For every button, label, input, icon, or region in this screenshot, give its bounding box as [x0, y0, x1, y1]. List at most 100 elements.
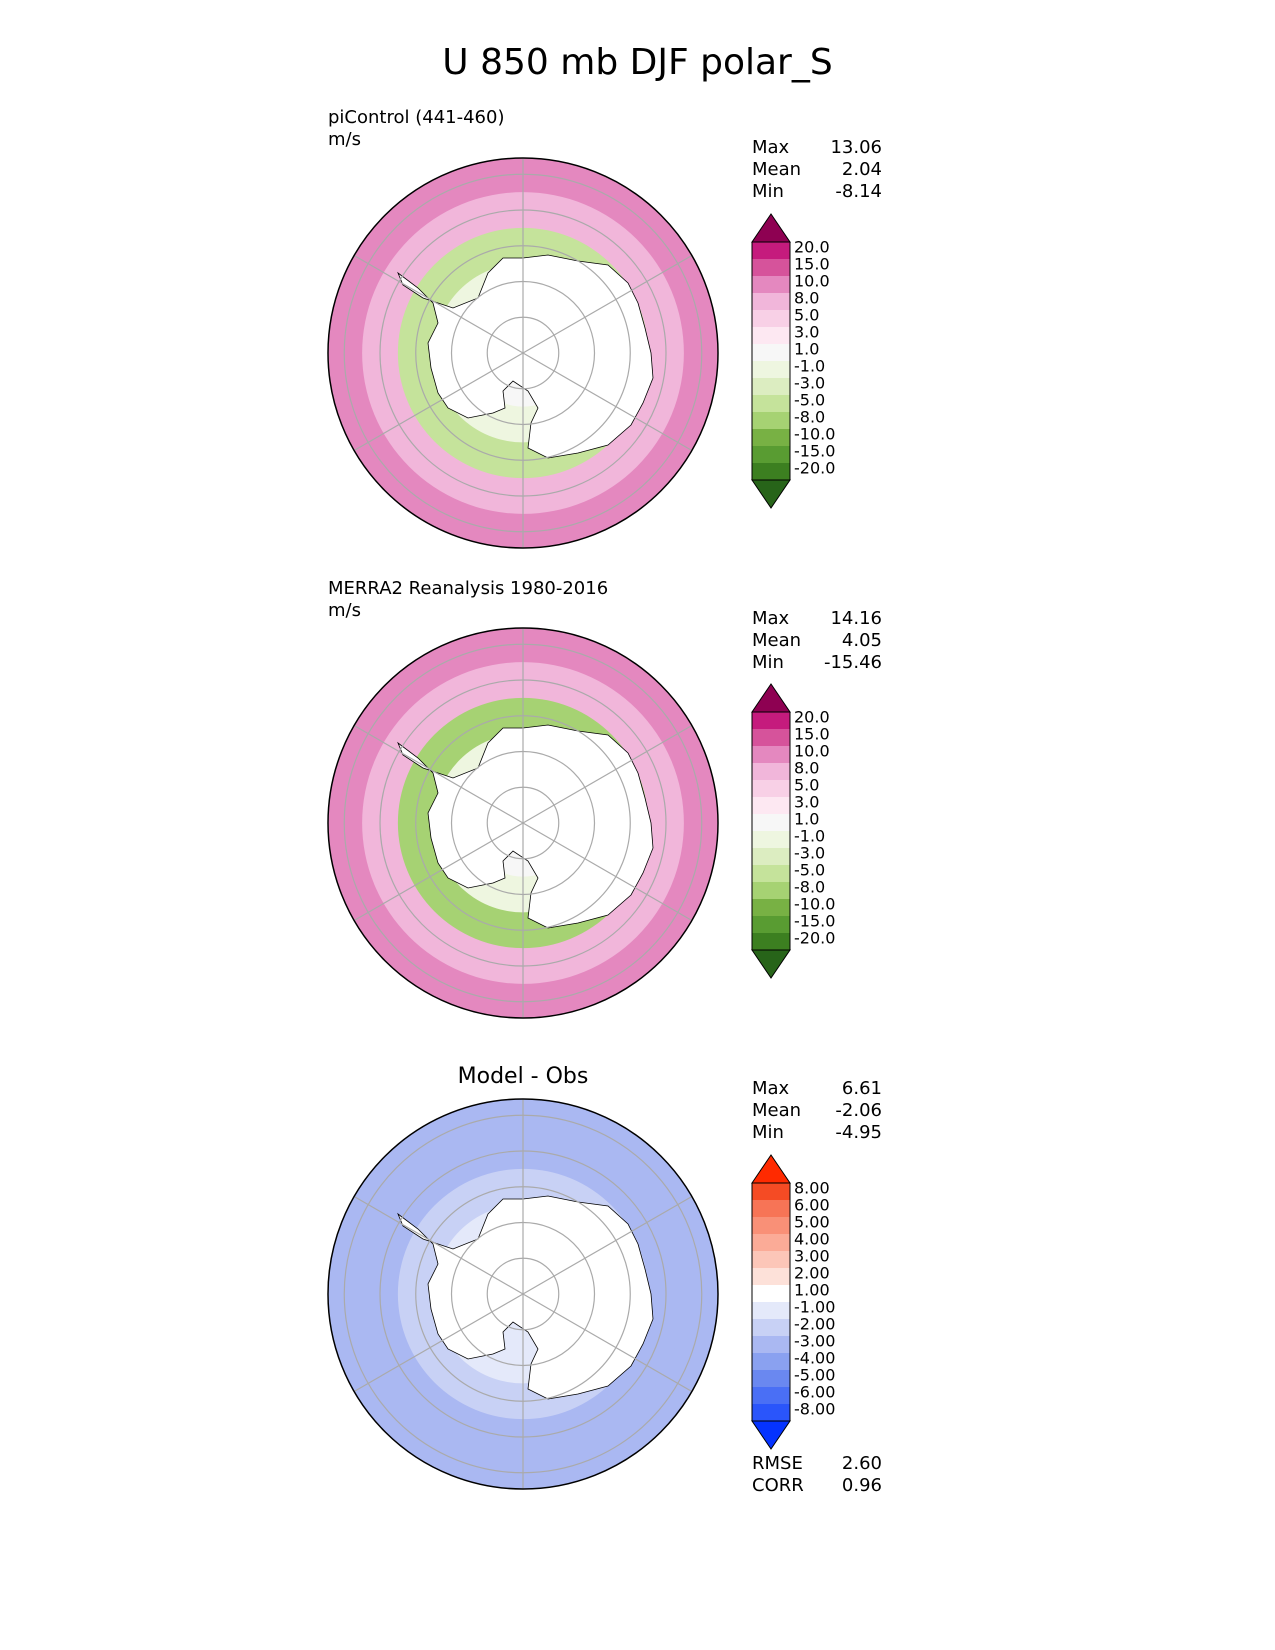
- stat-value: -4.95: [835, 1122, 882, 1143]
- colorbar-tick-label: -1.00: [794, 1298, 835, 1317]
- colorbar-segment: [752, 1370, 790, 1387]
- colorbar-extend-min: [751, 1420, 791, 1450]
- colorbar-tick-label: -15.0: [794, 442, 835, 461]
- colorbar-tick-label: 1.0: [794, 810, 819, 829]
- colorbar-extend-min: [751, 479, 791, 509]
- panel-1-header: piControl (441-460) m/s: [328, 107, 504, 151]
- stat-value: 2.04: [841, 159, 882, 180]
- colorbar-segment: [752, 848, 790, 865]
- metric-label: CORR: [752, 1475, 804, 1496]
- colorbar-tick-label: 6.00: [794, 1196, 830, 1215]
- map-panel-2: [327, 627, 719, 1019]
- metric-label: RMSE: [752, 1453, 803, 1474]
- meridian-line: [345, 1191, 524, 1295]
- colorbar-segment: [752, 1336, 790, 1353]
- colorbar-tick-label: 8.00: [794, 1179, 830, 1198]
- colorbar-tick-label: 3.0: [794, 323, 819, 342]
- colorbar-segment: [752, 780, 790, 797]
- colorbar-tick-label: -10.0: [794, 895, 835, 914]
- colorbar-tick-label: 8.0: [794, 759, 819, 778]
- panel-2-units: m/s: [328, 600, 361, 621]
- colorbar-tick-label: -20.0: [794, 929, 835, 948]
- stat-label: Min: [752, 1122, 784, 1143]
- panel-3-stats: Max 6.61 Mean -2.06 Min -4.95: [752, 1078, 882, 1144]
- meridian-line: [345, 352, 524, 456]
- colorbar-tick-label: 10.0: [794, 272, 830, 291]
- colorbar-segment: [752, 1251, 790, 1268]
- colorbar-segment: [752, 293, 790, 310]
- colorbar-segment: [752, 446, 790, 463]
- colorbar-frame: [751, 241, 791, 481]
- colorbar-segment: [752, 327, 790, 344]
- stat-label: Min: [752, 181, 784, 202]
- colorbar-segment: [752, 463, 790, 480]
- meridian-line: [522, 1293, 701, 1397]
- colorbar-tick-label: -15.0: [794, 912, 835, 931]
- colorbar-tick-label: 5.00: [794, 1213, 830, 1232]
- colorbar-segment: [752, 1302, 790, 1319]
- colorbar-segment: [752, 899, 790, 916]
- colorbar-tick-label: 15.0: [794, 255, 830, 274]
- metric-value: 2.60: [841, 1453, 882, 1474]
- panel-1-subtitle: piControl (441-460): [328, 107, 505, 128]
- colorbar-tick-label: -1.0: [794, 827, 825, 846]
- colorbar-panel-2: 20.015.010.08.05.03.01.0-1.0-3.0-5.0-8.0…: [751, 683, 835, 979]
- colorbar-segment: [752, 310, 790, 327]
- meridian-line: [522, 822, 701, 926]
- colorbar-segment: [752, 361, 790, 378]
- colorbar-segment: [752, 412, 790, 429]
- colorbar-extend-max: [751, 1154, 791, 1184]
- colorbar-segment: [752, 1404, 790, 1421]
- stat-label: Mean: [752, 1100, 802, 1121]
- colorbar-tick-label: 2.00: [794, 1264, 830, 1283]
- stat-value: 14.16: [830, 608, 882, 629]
- colorbar-segment: [752, 395, 790, 412]
- map-panel-1: [327, 157, 719, 549]
- colorbar-segment: [752, 1319, 790, 1336]
- colorbar-extend-max: [751, 683, 791, 713]
- colorbar-segment: [752, 933, 790, 950]
- colorbar-tick-label: -8.0: [794, 878, 825, 897]
- stat-value: -15.46: [823, 652, 882, 673]
- colorbar-segment: [752, 1285, 790, 1302]
- colorbar-tick-label: 1.00: [794, 1281, 830, 1300]
- colorbar-tick-label: 8.0: [794, 289, 819, 308]
- colorbar-segment: [752, 276, 790, 293]
- stat-label: Mean: [752, 630, 802, 651]
- colorbar-tick-label: -3.00: [794, 1332, 835, 1351]
- colorbar-tick-label: -6.00: [794, 1383, 835, 1402]
- colorbar-segment: [752, 729, 790, 746]
- meridian-line: [345, 250, 524, 354]
- figure-title: U 850 mb DJF polar_S: [442, 42, 833, 83]
- panel-2-header: MERRA2 Reanalysis 1980-2016 m/s: [328, 578, 608, 622]
- colorbar-tick-label: -3.0: [794, 844, 825, 863]
- stat-value: -8.14: [835, 181, 882, 202]
- colorbar-frame: [751, 711, 791, 951]
- colorbar-tick-label: 15.0: [794, 725, 830, 744]
- stat-value: 6.61: [841, 1078, 882, 1099]
- colorbar-tick-label: -1.0: [794, 357, 825, 376]
- colorbar-segment: [752, 429, 790, 446]
- panel-3-metrics: RMSE 2.60 CORR 0.96: [752, 1453, 882, 1497]
- colorbar-tick-label: 5.0: [794, 776, 819, 795]
- colorbar-segment: [752, 916, 790, 933]
- panel-1-units: m/s: [328, 129, 361, 150]
- colorbar-tick-label: -5.0: [794, 391, 825, 410]
- colorbar-tick-label: 1.0: [794, 340, 819, 359]
- colorbar-segment: [752, 797, 790, 814]
- colorbar-panel-1: 20.015.010.08.05.03.01.0-1.0-3.0-5.0-8.0…: [751, 213, 835, 509]
- meridian-line: [345, 822, 524, 926]
- stat-label: Max: [752, 137, 790, 158]
- colorbar-extend-min: [751, 949, 791, 979]
- map-panel-3: [327, 1098, 719, 1490]
- stat-value: 13.06: [830, 137, 882, 158]
- colorbar-segment: [752, 1200, 790, 1217]
- panel-2-subtitle: MERRA2 Reanalysis 1980-2016: [328, 578, 609, 599]
- colorbar-segment: [752, 1217, 790, 1234]
- colorbar-segment: [752, 865, 790, 882]
- meridian-line: [522, 720, 701, 824]
- map-boundary: [327, 627, 719, 1019]
- colorbar-segment: [752, 378, 790, 395]
- colorbar-segment: [752, 831, 790, 848]
